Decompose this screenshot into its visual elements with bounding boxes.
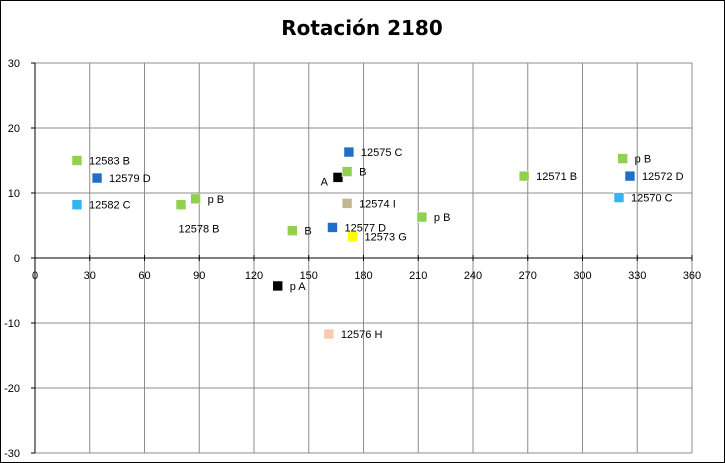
x-tick-label: 300 — [573, 270, 591, 282]
point-label: 12579 D — [109, 173, 151, 185]
y-tick-label: -10 — [4, 318, 20, 330]
x-tick-label: 180 — [354, 270, 372, 282]
point-label: 12583 B — [89, 156, 130, 168]
axis-layer — [31, 62, 693, 454]
x-tick-label: 270 — [519, 270, 537, 282]
point-labels: 12583 B 12579 D 12582 C 12578 B p B Bp A A B 125… — [89, 147, 684, 341]
point-label: p A — [290, 281, 307, 293]
x-tick-label: 90 — [193, 270, 205, 282]
data-point — [272, 280, 284, 292]
y-tick-label: 20 — [8, 123, 20, 135]
data-point — [617, 153, 628, 164]
x-tick-label: 330 — [628, 270, 646, 282]
data-point — [91, 172, 103, 184]
point-label: B — [359, 167, 366, 179]
point-label: 12573 G — [365, 232, 407, 244]
point-label: p B — [434, 212, 451, 224]
y-tick-label: 10 — [8, 188, 20, 200]
grid-layer — [35, 62, 693, 454]
data-points — [71, 146, 636, 340]
x-tick-label: 240 — [464, 270, 482, 282]
x-tick-label: 360 — [683, 270, 701, 282]
data-point — [613, 192, 625, 203]
data-point — [287, 225, 298, 236]
point-label: A — [321, 176, 329, 188]
point-label: 12582 C — [89, 200, 131, 212]
data-point — [341, 166, 353, 177]
data-point — [343, 146, 355, 158]
data-point — [518, 170, 530, 182]
y-tick-label: -30 — [4, 448, 20, 460]
data-point — [71, 155, 83, 166]
x-tick-label: 60 — [138, 270, 150, 282]
point-label: 12574 I — [359, 198, 396, 210]
data-point — [175, 199, 187, 210]
y-tick-label: 30 — [8, 58, 20, 70]
data-point — [327, 222, 338, 233]
data-point — [416, 211, 428, 223]
point-label: 12571 B — [536, 171, 577, 183]
data-point — [332, 172, 344, 183]
point-label: 12576 H — [341, 329, 383, 341]
y-tick-label: -20 — [4, 383, 20, 395]
point-label: 12577 D — [344, 222, 386, 234]
point-label: p B — [635, 154, 652, 166]
x-tick-label: 210 — [409, 270, 427, 282]
data-point — [624, 170, 636, 182]
data-point — [341, 198, 353, 209]
tick-labels: 0 30 60 90 120 150 180 210 240 270 300 330 360 30 20 10… — [4, 58, 701, 460]
data-point — [190, 193, 201, 205]
point-label: B — [304, 226, 311, 238]
point-label: 12572 D — [642, 171, 684, 183]
x-tick-label: 150 — [300, 270, 318, 282]
point-label: 12578 B — [179, 224, 220, 236]
data-point — [323, 328, 335, 340]
x-tick-label: 120 — [245, 270, 263, 282]
point-label: p B — [208, 194, 225, 206]
x-tick-label: 30 — [84, 270, 96, 282]
x-tick-label: 0 — [32, 270, 38, 282]
y-tick-label: 0 — [14, 253, 20, 265]
point-label: 12570 C — [631, 193, 673, 205]
chart-title: Rotación 2180 — [281, 16, 443, 40]
data-point — [71, 199, 83, 210]
point-label: 12575 C — [361, 147, 403, 159]
data-point — [347, 231, 358, 242]
